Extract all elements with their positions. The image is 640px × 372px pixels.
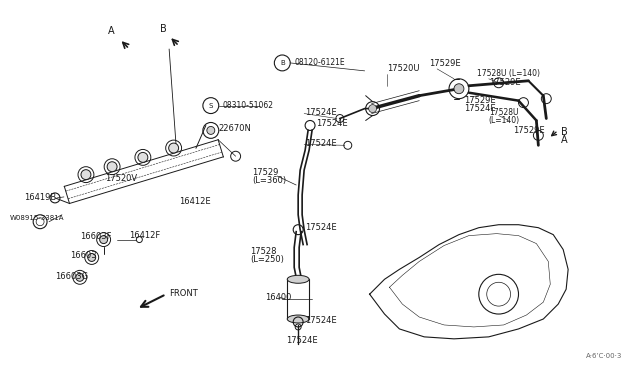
- Text: A·6’C·00·3: A·6’C·00·3: [586, 353, 623, 359]
- Text: A: A: [108, 26, 115, 36]
- Text: 17529E: 17529E: [464, 96, 495, 105]
- Text: 17528U: 17528U: [489, 108, 518, 117]
- Text: 16603G: 16603G: [55, 272, 88, 281]
- Text: B: B: [280, 60, 285, 66]
- Text: 08120-6121E: 08120-6121E: [294, 58, 345, 67]
- Circle shape: [169, 143, 179, 153]
- Text: S: S: [209, 103, 213, 109]
- Circle shape: [76, 273, 84, 281]
- Text: 17524E: 17524E: [286, 336, 318, 345]
- Circle shape: [81, 170, 91, 180]
- Text: (L=360): (L=360): [253, 176, 287, 185]
- Text: 17524E: 17524E: [316, 119, 348, 128]
- Text: 17529E: 17529E: [513, 126, 545, 135]
- Circle shape: [138, 153, 148, 162]
- Text: (L=250): (L=250): [250, 255, 284, 264]
- Circle shape: [369, 105, 376, 113]
- Text: A: A: [561, 135, 568, 145]
- Text: 17528U (L=140): 17528U (L=140): [477, 69, 540, 78]
- Circle shape: [88, 253, 96, 262]
- Circle shape: [107, 162, 117, 171]
- Text: 16603: 16603: [70, 251, 97, 260]
- Text: 16412F: 16412F: [129, 231, 161, 240]
- Text: 17524E: 17524E: [305, 317, 337, 326]
- Text: 08310-51062: 08310-51062: [223, 101, 274, 110]
- Bar: [287, 279, 309, 319]
- Text: 17529E: 17529E: [489, 78, 520, 87]
- Text: B: B: [160, 24, 166, 34]
- Text: 17528: 17528: [250, 247, 277, 256]
- Ellipse shape: [287, 275, 309, 283]
- Text: 16603F: 16603F: [80, 232, 111, 241]
- Text: 17520U: 17520U: [387, 64, 420, 73]
- Circle shape: [454, 84, 464, 94]
- Circle shape: [207, 126, 215, 134]
- Text: 16412E: 16412E: [179, 198, 211, 206]
- Circle shape: [100, 235, 108, 244]
- Text: (L=140): (L=140): [489, 116, 520, 125]
- Text: 17529: 17529: [253, 168, 279, 177]
- Text: 17524E: 17524E: [305, 139, 337, 148]
- Text: B: B: [561, 127, 568, 137]
- Text: 17529E: 17529E: [429, 60, 461, 68]
- Text: 22670N: 22670N: [219, 124, 252, 133]
- Text: 16400: 16400: [266, 293, 292, 302]
- Text: 17524E: 17524E: [464, 104, 495, 113]
- Text: 17520V: 17520V: [104, 174, 137, 183]
- Text: 17524E: 17524E: [305, 108, 337, 117]
- Text: 16419B: 16419B: [24, 193, 56, 202]
- Ellipse shape: [287, 315, 309, 323]
- Text: W08915-3381A: W08915-3381A: [10, 215, 64, 221]
- Text: FRONT: FRONT: [169, 289, 198, 298]
- Text: 17524E: 17524E: [305, 223, 337, 232]
